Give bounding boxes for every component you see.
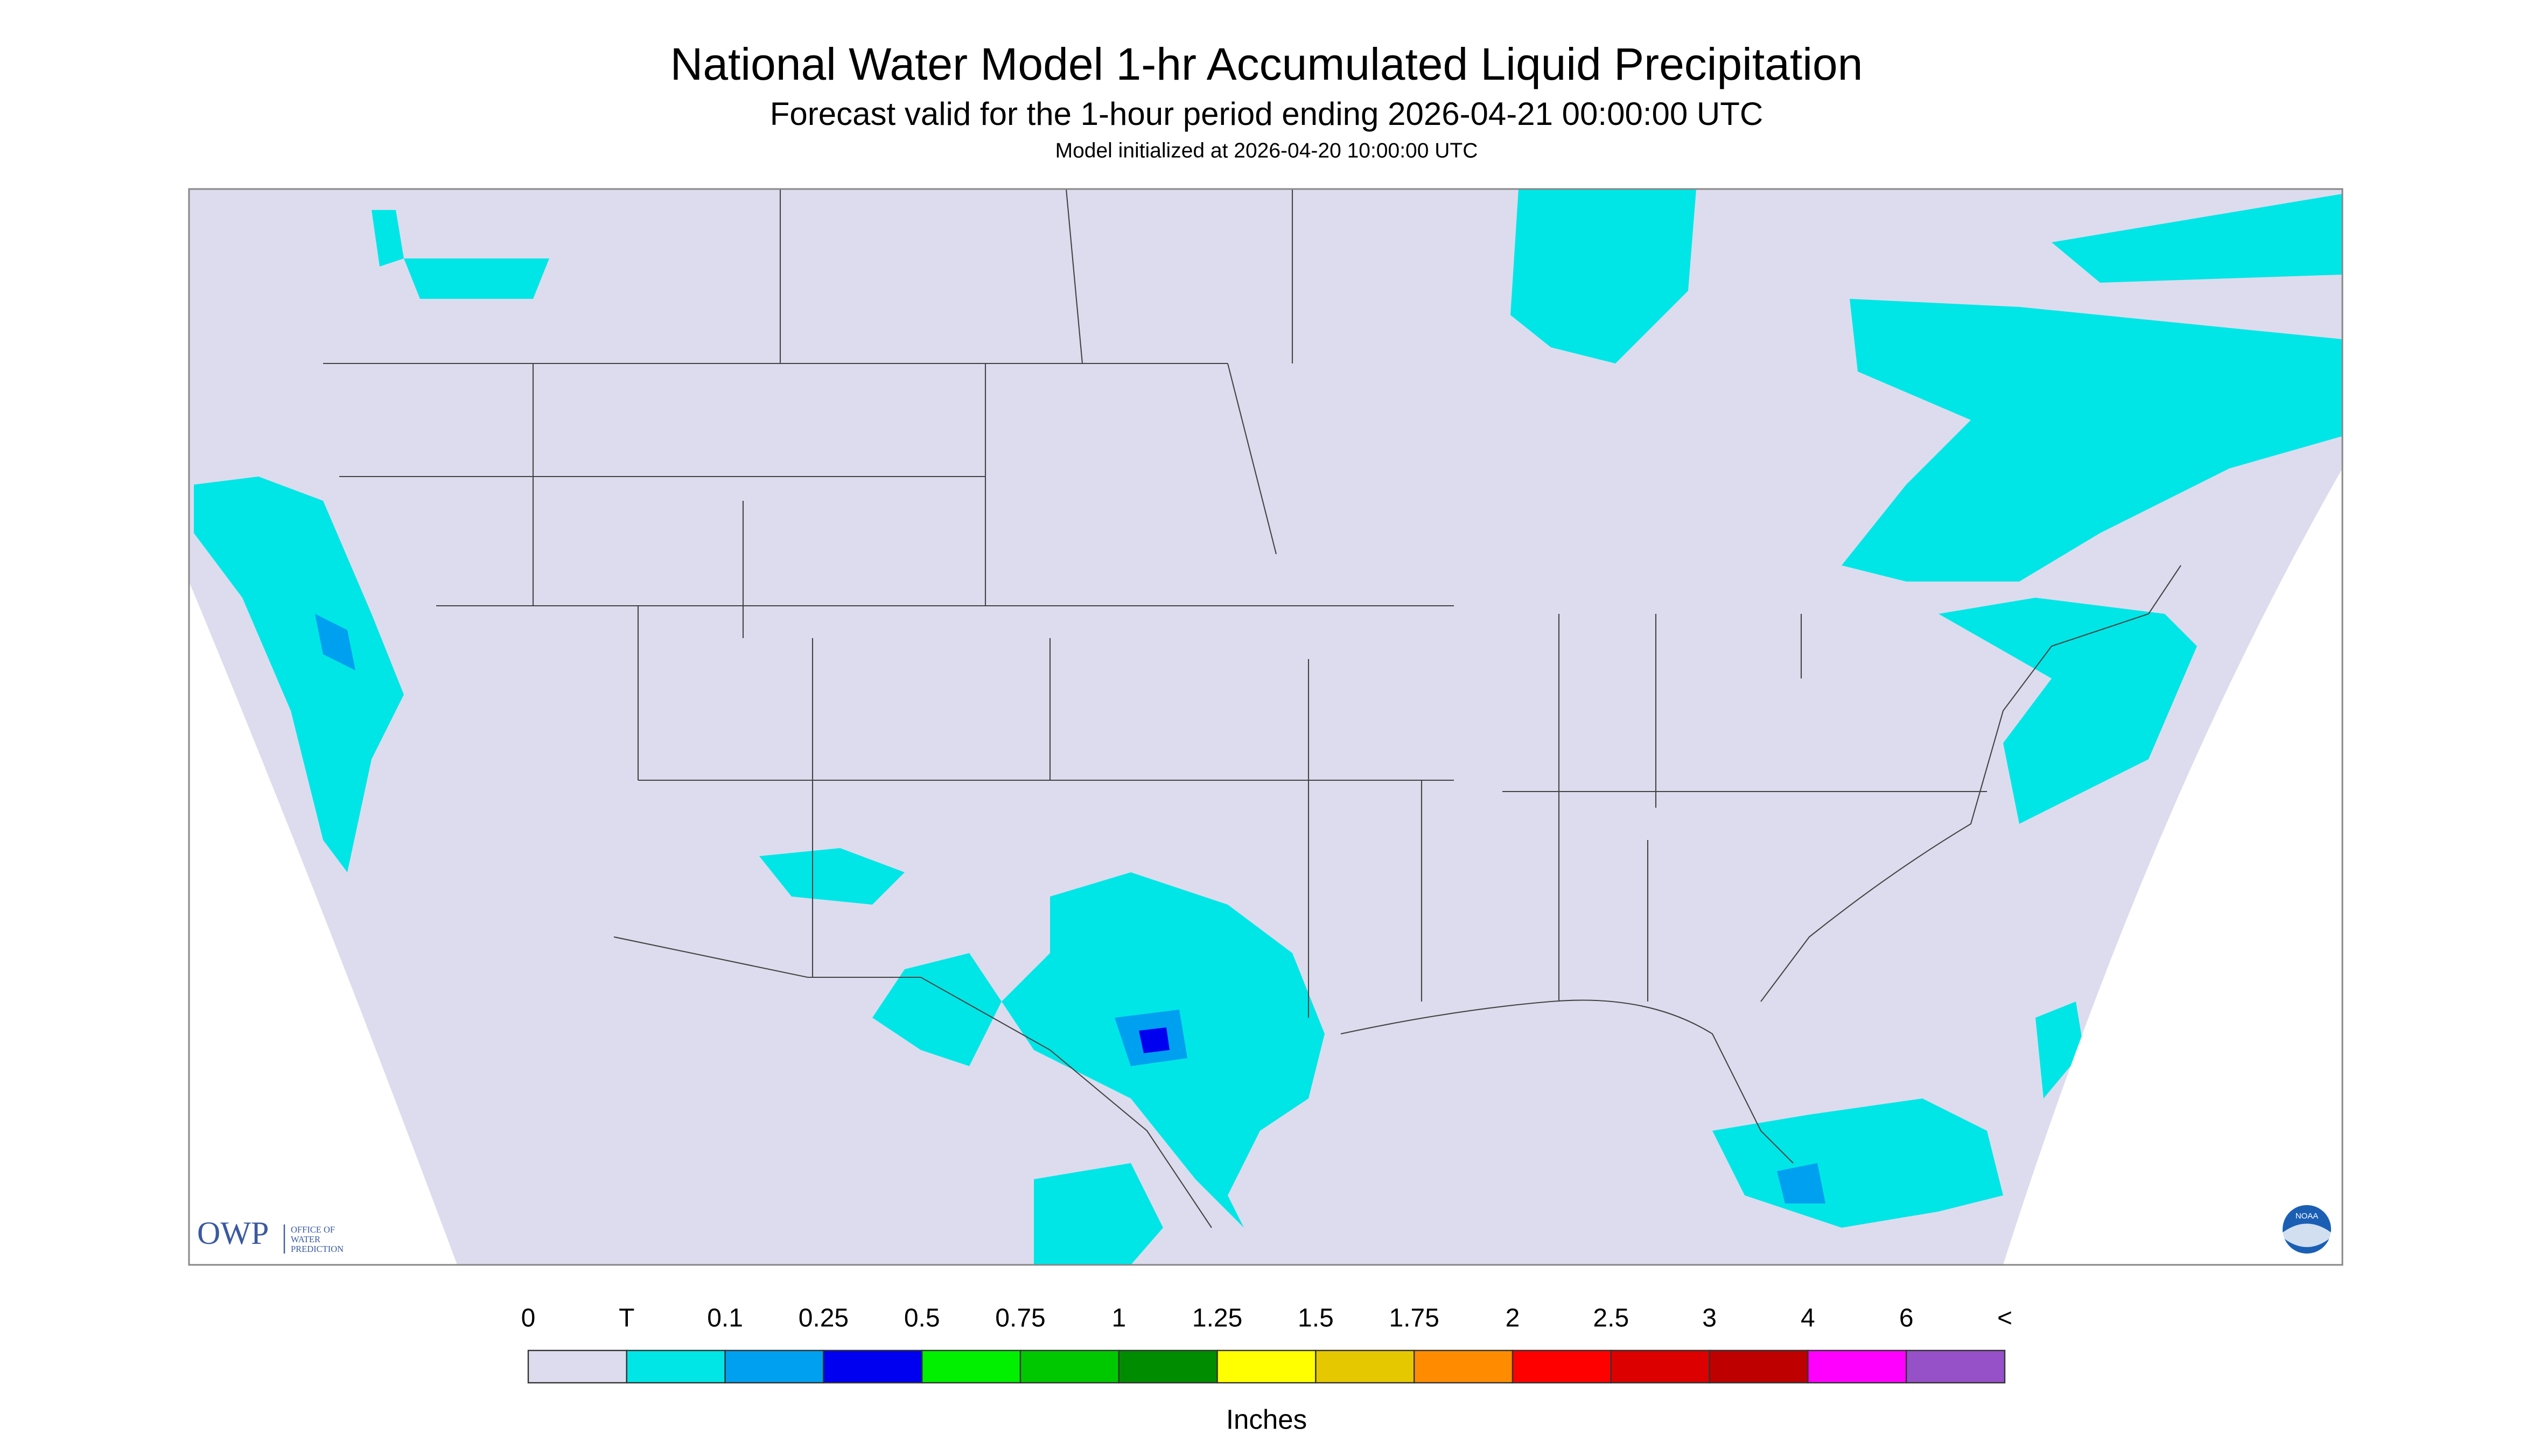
projection-edge <box>2003 468 2342 1265</box>
legend-swatch <box>1216 1349 1317 1384</box>
init-time: Model initialized at 2026-04-20 10:00:00… <box>1055 139 1478 162</box>
legend-swatch <box>1118 1349 1218 1384</box>
legend-label: 0 <box>521 1304 536 1333</box>
map: OWP OFFICE OF WATER PREDICTION NOAA <box>188 188 2343 1266</box>
legend-swatch <box>1512 1349 1612 1384</box>
legend-label: 0.1 <box>707 1304 743 1333</box>
legend-label: 2 <box>1506 1304 1520 1333</box>
legend-label: T <box>619 1304 634 1333</box>
legend-swatch <box>921 1349 1021 1384</box>
legend-swatch <box>1019 1349 1120 1384</box>
legend-swatch <box>527 1349 628 1384</box>
legend-label: 1.75 <box>1389 1304 1439 1333</box>
legend-swatch <box>724 1349 824 1384</box>
logo-line: OFFICE OF <box>291 1224 335 1235</box>
legend-label: 0.75 <box>995 1304 1045 1333</box>
noaa-text: NOAA <box>2296 1212 2319 1221</box>
legend-swatch <box>823 1349 923 1384</box>
legend-label: 6 <box>1899 1304 1914 1333</box>
projection-edge <box>189 189 457 1265</box>
subtitle: Forecast valid for the 1-hour period end… <box>770 96 1763 132</box>
legend-label: 1.5 <box>1298 1304 1334 1333</box>
noaa-wave <box>2283 1223 2331 1248</box>
title: National Water Model 1-hr Accumulated Li… <box>670 39 1863 89</box>
logo-line: WATER <box>291 1234 320 1244</box>
legend-swatch <box>1610 1349 1710 1384</box>
legend-unit: Inches <box>1226 1404 1307 1434</box>
legend-swatch <box>1315 1349 1415 1384</box>
legend-label: 2.5 <box>1593 1304 1629 1333</box>
precipitation <box>194 189 2342 1265</box>
legend-swatch <box>626 1349 726 1384</box>
legend-swatch <box>1414 1349 1514 1384</box>
legend-label: < <box>1997 1304 2012 1333</box>
legend-label: 0.25 <box>799 1304 849 1333</box>
logo-owp: OWP <box>197 1215 269 1251</box>
legend-label: 1 <box>1111 1304 1126 1333</box>
logo-line: PREDICTION <box>291 1244 344 1254</box>
legend-label: 3 <box>1702 1304 1717 1333</box>
map-frame <box>188 188 2343 1266</box>
borders <box>188 188 2181 1265</box>
legend-swatch <box>1905 1349 2006 1384</box>
legend: 0 T 0.1 0.25 0.5 0.75 1 1.25 1.5 1.75 2 2.5 3 4 6 < <box>521 1304 2012 1384</box>
legend-label: 1.25 <box>1192 1304 1242 1333</box>
legend-label: 4 <box>1801 1304 1815 1333</box>
legend-swatch <box>1709 1349 1809 1384</box>
legend-swatch <box>1807 1349 1907 1384</box>
legend-label: 0.5 <box>904 1304 940 1333</box>
